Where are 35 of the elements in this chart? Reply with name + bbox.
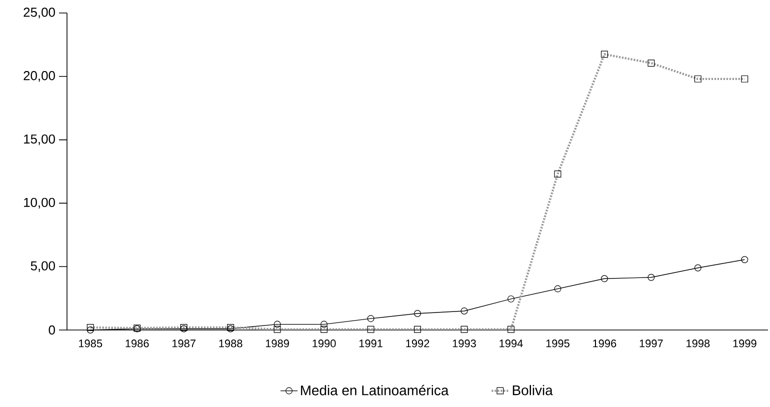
y-tick-label: 25,00 [24,8,55,18]
y-tick-label: 5,00 [30,261,55,272]
x-tick-label: 1990 [312,340,336,348]
point [460,307,468,314]
point [414,310,421,318]
point [507,295,514,302]
x-tick-label: 1996 [593,340,616,348]
point [694,264,702,272]
point [367,315,374,322]
point [600,275,608,282]
legend-label: Bolivia [512,384,553,396]
x-tick-label: 1987 [172,340,196,348]
point [274,320,281,328]
x-tick-label: 1991 [359,340,382,348]
legend-label: Media en Latinoamérica [301,384,449,396]
point [741,256,748,264]
y-tick-label: 10,00 [24,198,55,209]
x-tick-label: 1998 [686,340,710,348]
x-tick-label: 1988 [219,340,242,348]
point [648,274,655,281]
x-tick-label: 1995 [546,340,570,348]
x-tick-label: 1986 [126,340,149,348]
y-tick-label: 0 [48,325,55,335]
point [86,326,94,334]
x-tick-label: 1997 [640,340,663,348]
x-tick-label: 1989 [266,340,289,348]
y-tick-label: 20,00 [24,71,55,82]
x-tick-label: 1999 [733,340,756,348]
point [554,285,562,292]
x-tick-label: 1985 [79,340,102,348]
y-tick-label: 15,00 [24,134,55,146]
x-tick-label: 1993 [452,340,476,348]
x-tick-label: 1994 [500,340,523,348]
point [320,320,328,328]
x-tick-label: 1992 [406,340,430,348]
